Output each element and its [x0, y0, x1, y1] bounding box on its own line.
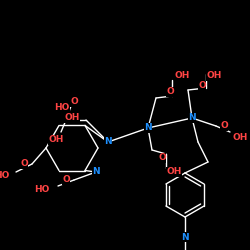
Text: O: O [20, 160, 28, 168]
Text: N: N [181, 232, 189, 241]
Text: OH: OH [48, 136, 64, 144]
Text: OH: OH [64, 114, 80, 122]
Text: OH: OH [166, 168, 182, 176]
Text: O: O [198, 82, 206, 90]
Text: O: O [62, 176, 70, 184]
Text: N: N [144, 124, 152, 132]
Text: N: N [104, 138, 112, 146]
Text: O: O [220, 122, 228, 130]
Text: HO: HO [54, 104, 70, 112]
Text: OH: OH [206, 72, 222, 80]
Text: N: N [188, 114, 196, 122]
Text: HO: HO [34, 186, 50, 194]
Text: O: O [166, 88, 174, 96]
Text: OH: OH [174, 72, 190, 80]
Text: OH: OH [232, 134, 248, 142]
Text: N: N [92, 168, 100, 176]
Text: O: O [158, 154, 166, 162]
Text: HO: HO [0, 172, 10, 180]
Text: O: O [70, 98, 78, 106]
